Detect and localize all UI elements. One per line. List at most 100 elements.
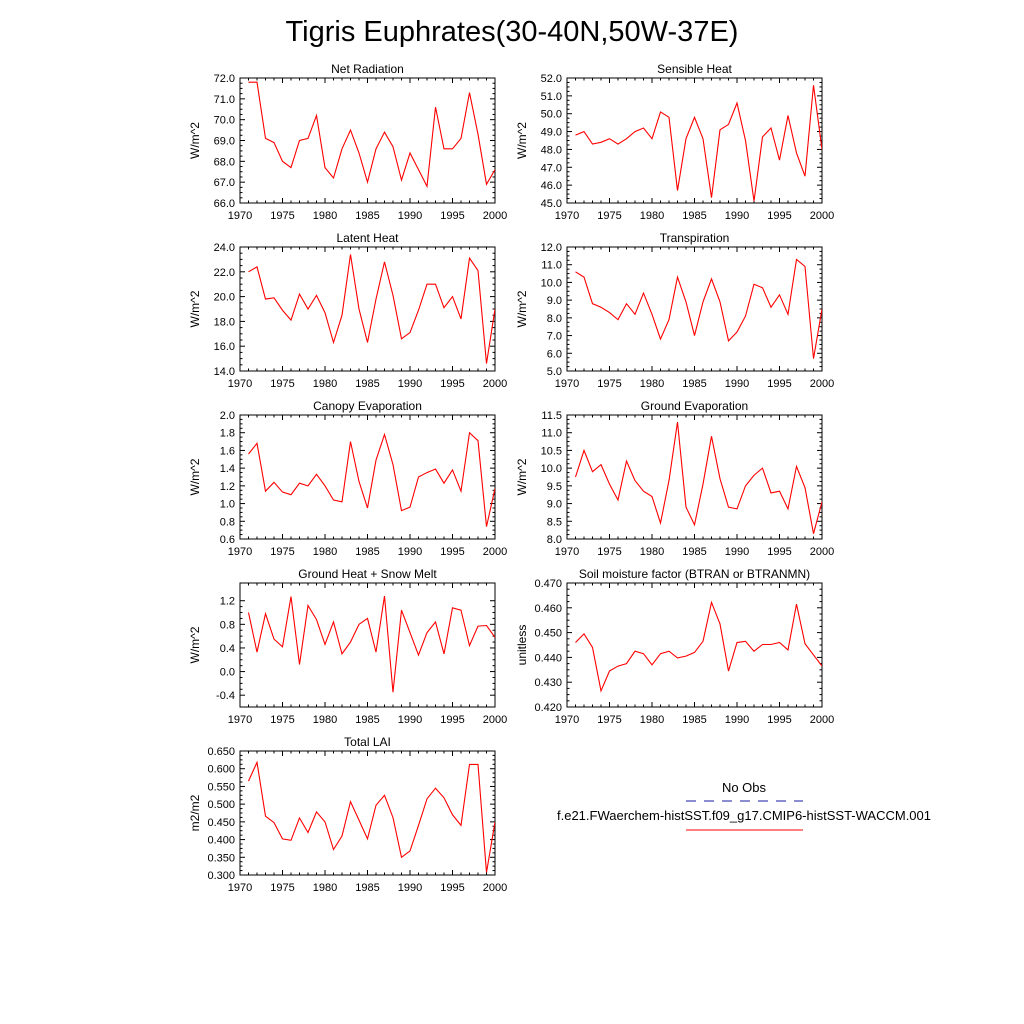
y-tick-label: -0.4 bbox=[216, 690, 235, 702]
panel-sensible-heat: Sensible Heat W/m^2 1970 1975 1980 1985 1990 19… bbox=[515, 62, 834, 222]
x-tick-label: 1985 bbox=[682, 378, 706, 390]
x-tick-label: 1980 bbox=[313, 882, 337, 894]
panel-title: Sensible Heat bbox=[657, 62, 732, 76]
plot-frame bbox=[566, 582, 823, 708]
series-line bbox=[575, 258, 822, 359]
x-tick-label: 2000 bbox=[483, 210, 507, 222]
y-tick-label: 45.0 bbox=[541, 198, 562, 210]
y-axis-label: m2/m2 bbox=[188, 794, 202, 831]
panel-title: Net Radiation bbox=[331, 62, 404, 76]
y-tick-label: 51.0 bbox=[541, 91, 562, 103]
x-tick-label: 2000 bbox=[810, 714, 834, 726]
y-tick-label: 22.0 bbox=[214, 267, 235, 279]
legend-obs-label: No Obs bbox=[722, 780, 767, 795]
y-tick-label: 0.440 bbox=[534, 652, 562, 664]
x-tick-label: 1985 bbox=[682, 210, 706, 222]
x-tick-label: 1970 bbox=[555, 714, 579, 726]
y-tick-label: 66.0 bbox=[214, 198, 235, 210]
x-tick-label: 1995 bbox=[767, 378, 791, 390]
x-tick-label: 1970 bbox=[555, 210, 579, 222]
y-tick-label: 68.0 bbox=[214, 156, 235, 168]
x-tick-label: 1980 bbox=[640, 714, 664, 726]
y-tick-label: 0.8 bbox=[220, 619, 235, 631]
y-tick-label: 10.0 bbox=[541, 463, 562, 475]
y-tick-label: 48.0 bbox=[541, 144, 562, 156]
y-tick-label: 7.0 bbox=[547, 331, 562, 343]
series-line bbox=[575, 600, 822, 693]
y-tick-label: 0.650 bbox=[207, 746, 235, 758]
x-tick-label: 1995 bbox=[440, 546, 464, 558]
y-tick-label: 8.0 bbox=[547, 313, 562, 325]
x-tick-label: 1985 bbox=[355, 714, 379, 726]
x-tick-label: 1985 bbox=[355, 546, 379, 558]
x-tick-label: 1980 bbox=[313, 210, 337, 222]
y-tick-label: 0.500 bbox=[207, 799, 235, 811]
x-tick-label: 1990 bbox=[398, 714, 422, 726]
x-tick-label: 1990 bbox=[398, 378, 422, 390]
y-tick-label: 1.0 bbox=[220, 499, 235, 511]
y-tick-label: 2.0 bbox=[220, 410, 235, 422]
x-tick-label: 1990 bbox=[398, 546, 422, 558]
x-tick-label: 1985 bbox=[355, 378, 379, 390]
y-tick-label: 6.0 bbox=[547, 348, 562, 360]
y-tick-label: 9.0 bbox=[547, 295, 562, 307]
x-tick-label: 1985 bbox=[682, 714, 706, 726]
y-tick-label: 69.0 bbox=[214, 136, 235, 148]
series-line bbox=[574, 422, 822, 534]
y-tick-label: 11.0 bbox=[541, 428, 562, 440]
y-tick-label: 1.6 bbox=[220, 445, 235, 457]
y-tick-label: 0.0 bbox=[220, 667, 235, 679]
y-tick-label: 1.4 bbox=[220, 463, 235, 475]
panel-canopy-evaporation: Canopy Evaporation W/m^2 1970 1975 1980 1985 1… bbox=[188, 399, 507, 558]
y-tick-label: 47.0 bbox=[541, 162, 562, 174]
y-tick-label: 0.400 bbox=[207, 835, 235, 847]
y-tick-label: 11.0 bbox=[541, 260, 562, 272]
y-tick-label: 5.0 bbox=[547, 366, 562, 378]
y-tick-label: 46.0 bbox=[541, 180, 562, 192]
panel-title: Canopy Evaporation bbox=[313, 399, 422, 413]
x-tick-label: 1970 bbox=[555, 546, 579, 558]
y-axis-label: W/m^2 bbox=[188, 458, 202, 495]
x-tick-label: 1990 bbox=[725, 210, 749, 222]
x-tick-label: 2000 bbox=[810, 378, 834, 390]
y-tick-label: 0.6 bbox=[220, 534, 235, 546]
y-tick-label: 0.450 bbox=[207, 817, 235, 829]
x-tick-label: 1970 bbox=[228, 378, 252, 390]
y-tick-label: 67.0 bbox=[214, 177, 235, 189]
y-tick-label: 71.0 bbox=[214, 94, 235, 106]
x-tick-label: 1995 bbox=[767, 546, 791, 558]
x-tick-label: 1990 bbox=[725, 546, 749, 558]
series-line bbox=[248, 254, 495, 364]
x-tick-label: 1995 bbox=[440, 882, 464, 894]
x-tick-label: 1995 bbox=[440, 378, 464, 390]
series-line bbox=[575, 85, 822, 202]
plot-frame bbox=[566, 414, 823, 540]
y-tick-label: 9.5 bbox=[547, 481, 562, 493]
plot-frame bbox=[239, 582, 496, 708]
panel-title: Soil moisture factor (BTRAN or BTRANMN) bbox=[579, 567, 810, 581]
y-tick-label: 50.0 bbox=[541, 109, 562, 121]
y-axis-label: unitless bbox=[515, 625, 529, 666]
figure-title: Tigris Euphrates(30-40N,50W-37E) bbox=[286, 16, 739, 48]
panel-ground-evaporation: Ground Evaporation W/m^2 1970 1975 1980 1985 1… bbox=[515, 399, 834, 558]
x-tick-label: 1975 bbox=[597, 546, 621, 558]
panel-title: Total LAI bbox=[344, 735, 391, 749]
y-tick-label: 0.420 bbox=[534, 702, 562, 714]
panel-title: Latent Heat bbox=[336, 231, 399, 245]
y-tick-label: 10.0 bbox=[541, 277, 562, 289]
y-tick-label: 0.460 bbox=[534, 603, 562, 615]
x-tick-label: 1980 bbox=[640, 210, 664, 222]
plot-frame bbox=[239, 77, 496, 204]
y-axis-label: W/m^2 bbox=[515, 290, 529, 327]
y-axis-label: W/m^2 bbox=[188, 122, 202, 159]
x-tick-label: 1980 bbox=[313, 378, 337, 390]
y-tick-label: 49.0 bbox=[541, 127, 562, 139]
x-tick-label: 1990 bbox=[725, 378, 749, 390]
x-tick-label: 1970 bbox=[228, 714, 252, 726]
x-tick-label: 2000 bbox=[483, 882, 507, 894]
x-tick-label: 1975 bbox=[270, 714, 294, 726]
y-tick-label: 0.470 bbox=[534, 578, 562, 590]
panels: Net Radiation W/m^2 1970 1975 1980 1985 1990 19… bbox=[188, 62, 834, 894]
y-tick-label: 52.0 bbox=[541, 73, 562, 85]
